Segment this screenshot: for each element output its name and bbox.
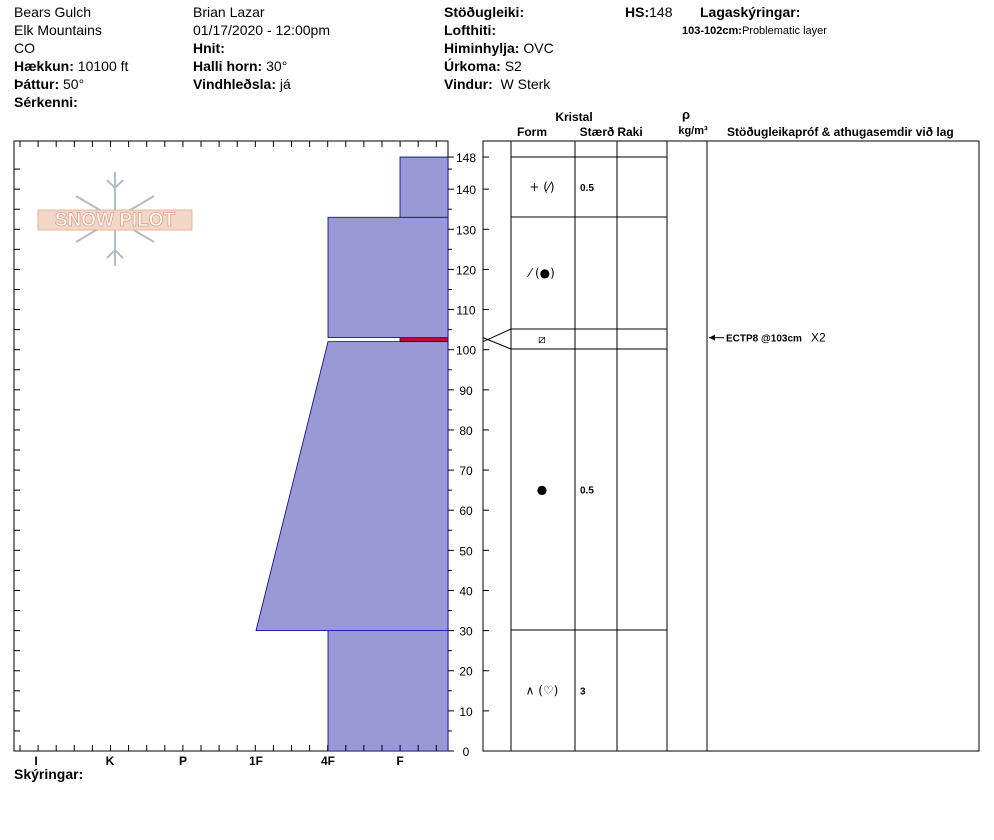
sky-value: OVC	[523, 40, 554, 56]
precip-field: Úrkoma: S2	[444, 57, 522, 75]
hs-field: HS:148	[625, 3, 672, 21]
sky-field: Himinhylja: OVC	[444, 39, 554, 57]
hardness-top-ticks	[14, 141, 437, 752]
aspect-field: Þáttur: 50°	[14, 75, 84, 93]
tests-header: Stöðugleikapróf & athugasemdir við lag	[727, 125, 954, 139]
aspect-label: Þáttur:	[14, 76, 60, 92]
elevation-label: Hækkun:	[14, 58, 74, 74]
logo-text: SNOW PILOT	[55, 210, 176, 231]
logo-banner	[37, 209, 193, 231]
features-label: Sérkenni:	[14, 94, 78, 110]
depth-tick-label: 30	[459, 625, 473, 639]
layer-grain-size: 0.5	[580, 183, 594, 194]
aspect-value: 50°	[63, 76, 85, 92]
test-pointer-arrow	[709, 334, 715, 341]
depth-tick-label: 90	[459, 384, 473, 398]
location-name: Bears Gulch	[14, 4, 92, 20]
depth-tick-label: 60	[459, 504, 473, 518]
hardness-tick-label: K	[106, 754, 115, 768]
legend-text: Problematic layer	[741, 25, 827, 37]
stability-tests: ECTP8 @103cm X2	[709, 331, 826, 345]
wind-field: Vindur: W Sterk	[444, 75, 550, 93]
hs-value: 148	[649, 4, 673, 20]
size-header: Stærð	[580, 125, 615, 139]
legend-entry: 103-102cm:Problematic layer	[682, 22, 827, 40]
depth-tick-label: 70	[459, 464, 473, 478]
hardness-tick-label: I	[34, 754, 37, 768]
layer-connector	[482, 337, 512, 350]
slope-label: Halli horn:	[193, 58, 263, 74]
depth-tick-label: 110	[456, 304, 475, 318]
layer-grain-form: ⧄	[538, 332, 546, 346]
depth-tick-label: 120	[456, 263, 476, 277]
layer-grain-size: 0.5	[580, 486, 594, 497]
legend-range: 103-102cm:	[682, 25, 742, 37]
stability-label: Stöðugleiki:	[444, 4, 525, 20]
crystal-header: Kristal	[555, 110, 592, 124]
depth-tick-label: 130	[456, 223, 476, 237]
rho-header: ρ	[682, 107, 690, 122]
state-name: CO	[14, 40, 35, 56]
stratigraphy-table-frame	[482, 140, 980, 752]
legend-title: Lagaskýringar:	[700, 4, 801, 20]
hardness-layer	[399, 156, 449, 218]
wind-label: Vindur:	[444, 76, 493, 92]
stratigraphy-layers: + (⁄) 0.5 ⁄ (●) ⧄ ● 0.5 ∧ (♡) 3	[482, 156, 667, 698]
range-name: Elk Mountains	[14, 22, 102, 38]
precip-label: Úrkoma:	[444, 58, 501, 74]
hs-label: HS:	[625, 4, 650, 20]
sky-label: Himinhylja:	[444, 40, 520, 56]
notes-label: Skýringar:	[14, 766, 84, 782]
slope-field: Halli horn: 30°	[193, 57, 287, 75]
test-result-extra: X2	[811, 331, 826, 345]
test-result-label: ECTP8 @103cm	[726, 334, 802, 345]
hardness-layer	[327, 216, 449, 339]
depth-axis: 0 10 20 30 40 50 60 70 80 90 100 110 120 130 140 148	[448, 151, 489, 759]
depth-tick-label: 148	[456, 151, 476, 165]
depth-tick-label: 50	[459, 544, 473, 558]
hardness-layer	[327, 630, 449, 752]
density-unit-header: kg/m³	[678, 125, 708, 137]
hardness-tick-label: F	[396, 754, 403, 768]
elevation-value: 10100 ft	[77, 58, 129, 74]
layer-grain-form: ⁄ (●)	[526, 266, 555, 280]
depth-tick-label: 10	[459, 705, 473, 719]
form-header: Form	[517, 125, 547, 139]
hardness-tick-label: P	[179, 754, 187, 768]
layer-grain-form: + (⁄)	[529, 180, 554, 194]
coords-label: Hnit:	[193, 40, 225, 56]
wind-loading-label: Vindhleðsla:	[193, 76, 276, 92]
layer-grain-size: 3	[580, 687, 586, 698]
layer-grain-form: ∧ (♡)	[526, 684, 559, 698]
air-temp-label: Lofthiti:	[444, 22, 497, 38]
depth-tick-label: 100	[456, 344, 476, 358]
depth-tick-label: 140	[456, 183, 476, 197]
wind-loading-field: Vindhleðsla: já	[193, 75, 291, 93]
hardness-profile	[255, 156, 449, 752]
elevation-field: Hækkun: 10100 ft	[14, 57, 128, 75]
hardness-layer	[255, 341, 449, 632]
depth-tick-label: 20	[459, 665, 473, 679]
hardness-tick-label: 1F	[249, 754, 263, 768]
hardness-layer-problematic	[399, 337, 449, 343]
precip-value: S2	[504, 58, 522, 74]
hardness-tick-label: 4F	[321, 754, 335, 768]
observation-datetime: 01/17/2020 - 12:00pm	[193, 22, 330, 38]
observer-name: Brian Lazar	[193, 4, 265, 20]
depth-tick-label: 0	[463, 745, 470, 759]
slope-value: 30°	[266, 58, 288, 74]
wind-value: W Sterk	[500, 76, 551, 92]
depth-tick-label: 80	[459, 424, 473, 438]
layer-grain-form: ●	[537, 483, 547, 497]
depth-tick-label: 40	[459, 584, 473, 598]
moisture-header: Raki	[617, 125, 642, 139]
hardness-axis: I K P 1F 4F F	[34, 754, 403, 768]
wind-loading-value: já	[279, 76, 291, 92]
